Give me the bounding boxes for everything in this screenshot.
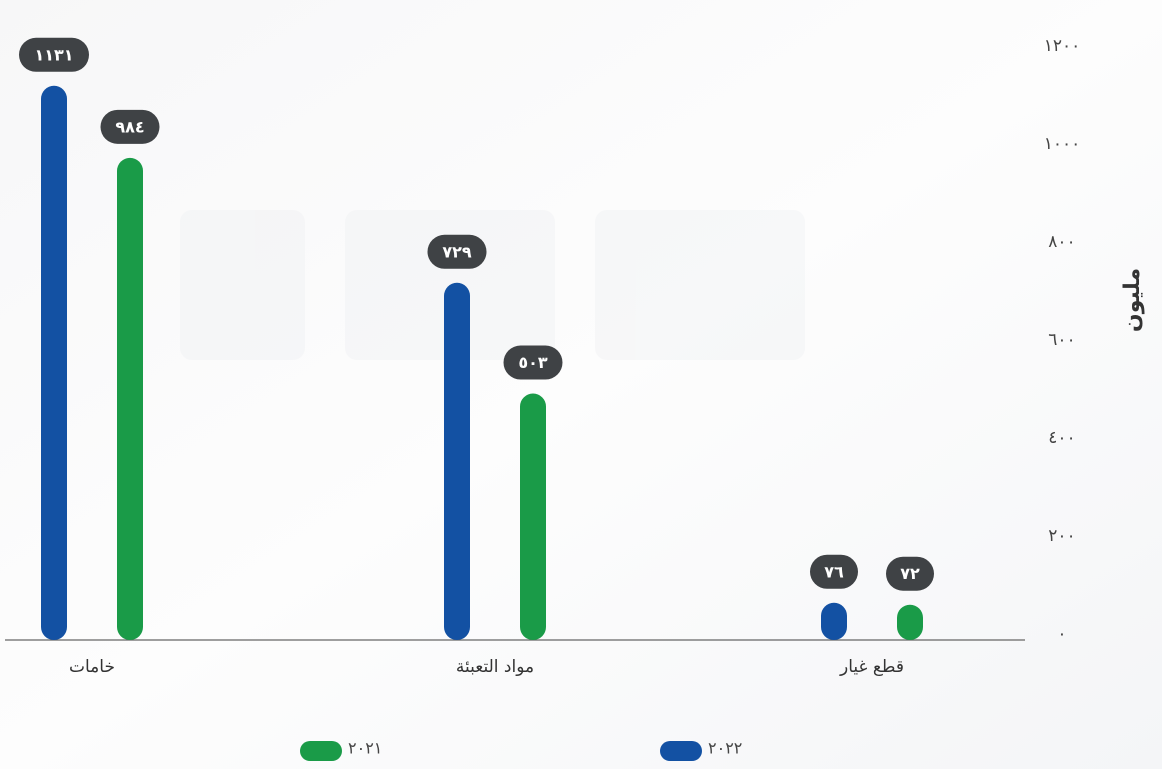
bar [444, 283, 470, 640]
bar [117, 158, 143, 640]
bar [821, 603, 847, 640]
chart: مليون ٠ ٢٠٠ ٤٠٠ ٦٠٠ ٨٠٠ ١٠٠٠ ١٢٠٠ خامات ١١٣١ ٩٨٤ م… [0, 0, 1162, 769]
y-tick-label: ٦٠٠ [1048, 330, 1075, 350]
y-tick-label: ٤٠٠ [1048, 428, 1075, 448]
bar [520, 394, 546, 640]
y-tick-label: ١٢٠٠ [1044, 36, 1081, 56]
value-label: ١١٣١ [34, 45, 73, 64]
watermark [180, 210, 805, 360]
y-tick-label: ١٠٠٠ [1044, 134, 1081, 154]
y-axis-title: مليون [1120, 268, 1145, 332]
legend-label[interactable]: ٢٠٢١ [348, 739, 382, 758]
bar [41, 86, 67, 640]
value-label: ٧٦ [824, 562, 844, 581]
y-tick-label: ٢٠٠ [1048, 526, 1075, 546]
background [0, 0, 1162, 769]
x-tick-label: مواد التعبئة [456, 657, 534, 677]
x-tick-label: قطع غيار [839, 657, 904, 677]
page: {"chart_data": { "type": "bar", "y_axis_… [0, 0, 1162, 769]
value-label: ٧٢ [900, 564, 920, 583]
y-tick-label: ٠ [1057, 624, 1066, 644]
legend-swatch[interactable] [660, 741, 702, 761]
y-tick-label: ٨٠٠ [1048, 232, 1075, 252]
legend-swatch[interactable] [300, 741, 342, 761]
x-tick-label: خامات [69, 657, 115, 677]
value-label: ٥٠٣ [518, 353, 548, 372]
legend-label[interactable]: ٢٠٢٢ [708, 739, 742, 758]
bar [897, 605, 923, 640]
value-label: ٧٢٩ [442, 242, 472, 261]
value-label: ٩٨٤ [115, 117, 144, 136]
